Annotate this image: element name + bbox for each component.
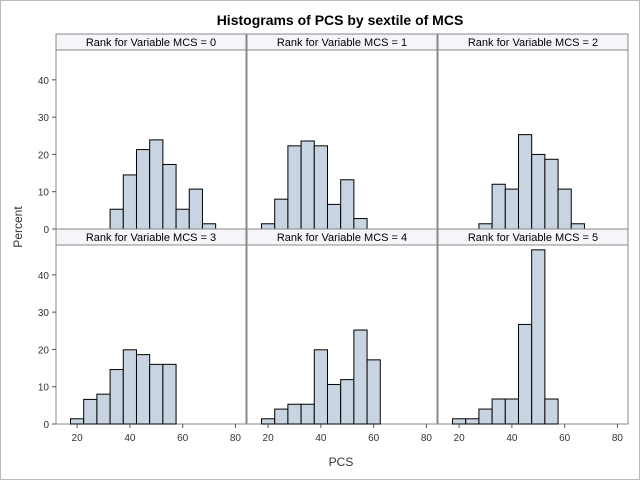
histogram-bar <box>313 145 328 230</box>
panel-header-label: Rank for Variable MCS = 5 <box>468 232 598 244</box>
histogram-bar <box>366 359 381 425</box>
histogram-bar <box>504 398 519 425</box>
x-axis-label: PCS <box>329 455 354 469</box>
histogram-bar <box>83 398 98 425</box>
histogram-bar <box>135 354 151 425</box>
histogram-bar <box>517 134 533 230</box>
histogram-bar <box>300 403 315 425</box>
histogram-bar <box>201 223 217 230</box>
histogram-bar <box>109 208 124 230</box>
histogram-bar <box>162 163 177 230</box>
histogram-bar <box>531 249 546 425</box>
y-tick-label: 30 <box>38 308 50 319</box>
panel-4: Rank for Variable MCS = 4 20 40 60 80 <box>246 228 438 444</box>
histogram-bar <box>274 198 289 230</box>
x-tick-label: 20 <box>72 433 84 444</box>
panel-header-label: Rank for Variable MCS = 4 <box>277 232 407 244</box>
histogram-bar <box>353 329 368 425</box>
histogram-bar <box>96 393 111 425</box>
histogram-bar <box>300 140 315 230</box>
panel-header-label: Rank for Variable MCS = 0 <box>86 37 216 49</box>
histogram-bar <box>175 208 190 230</box>
x-tick-label: 80 <box>612 433 624 444</box>
y-axis-label: Percent <box>11 206 25 248</box>
histogram-bar <box>261 223 276 230</box>
x-tick-label: 20 <box>454 433 466 444</box>
histogram-bar <box>287 403 302 425</box>
histogram-bar <box>557 188 572 230</box>
x-tick-label: 40 <box>506 433 518 444</box>
histogram-bar <box>570 223 585 230</box>
panel-3: Rank for Variable MCS = 3 0 10 20 30 40 20 40 60… <box>38 228 247 444</box>
histogram-bar <box>261 418 276 425</box>
histogram-bar <box>162 363 177 425</box>
y-tick-label: 30 <box>38 113 50 124</box>
histogram-bar <box>465 418 480 425</box>
panel-1: Rank for Variable MCS = 1 <box>246 33 438 230</box>
x-tick-label: 60 <box>368 433 380 444</box>
histogram-bar <box>326 383 342 425</box>
x-tick-label: 20 <box>263 433 275 444</box>
panel-header-label: Rank for Variable MCS = 3 <box>86 232 216 244</box>
histogram-bar <box>122 174 137 230</box>
y-tick-label: 0 <box>43 420 49 431</box>
histogram-bar <box>149 139 164 230</box>
histogram-bar <box>478 408 493 425</box>
panel-5: Rank for Variable MCS = 5 20 40 60 80 <box>437 228 629 444</box>
x-tick-label: 60 <box>177 433 189 444</box>
y-tick-label: 40 <box>38 271 50 282</box>
histogram-bar <box>452 418 467 425</box>
histogram-bar <box>122 349 137 425</box>
histogram-bar <box>544 158 559 230</box>
histogram-bar <box>544 398 559 425</box>
panel-header-label: Rank for Variable MCS = 2 <box>468 37 598 49</box>
y-tick-label: 10 <box>38 188 50 199</box>
histogram-bar <box>491 183 506 230</box>
histogram-bar <box>149 363 164 425</box>
y-tick-label: 10 <box>38 383 50 394</box>
panel-2: Rank for Variable MCS = 2 <box>437 33 629 230</box>
histogram-bar <box>504 188 519 230</box>
x-tick-label: 80 <box>421 433 433 444</box>
histogram-bar <box>313 349 328 425</box>
histogram-bar <box>517 323 533 425</box>
x-tick-label: 80 <box>230 433 242 444</box>
histogram-bar <box>340 179 355 230</box>
histogram-bar <box>491 398 506 425</box>
chart-title: Histograms of PCS by sextile of MCS <box>217 12 464 28</box>
histogram-bar <box>287 145 302 230</box>
y-tick-label: 0 <box>43 225 49 236</box>
histogram-bar <box>353 218 368 230</box>
histogram-bar <box>70 418 85 425</box>
x-tick-label: 40 <box>124 433 136 444</box>
histogram-bar <box>326 203 342 230</box>
panel-0: Rank for Variable MCS = 0 0 10 20 30 40 <box>38 33 247 236</box>
histogram-bar <box>274 408 289 425</box>
histogram-bar <box>188 188 203 230</box>
histogram-bar <box>340 379 355 425</box>
histogram-bar <box>109 369 124 425</box>
histogram-bar <box>531 153 546 230</box>
histogram-bar <box>478 223 493 230</box>
y-tick-label: 20 <box>38 345 50 356</box>
y-tick-label: 20 <box>38 150 50 161</box>
histogram-bar <box>135 149 151 230</box>
x-tick-label: 60 <box>559 433 571 444</box>
y-tick-label: 40 <box>38 76 50 87</box>
x-tick-label: 40 <box>315 433 327 444</box>
panel-header-label: Rank for Variable MCS = 1 <box>277 37 407 49</box>
